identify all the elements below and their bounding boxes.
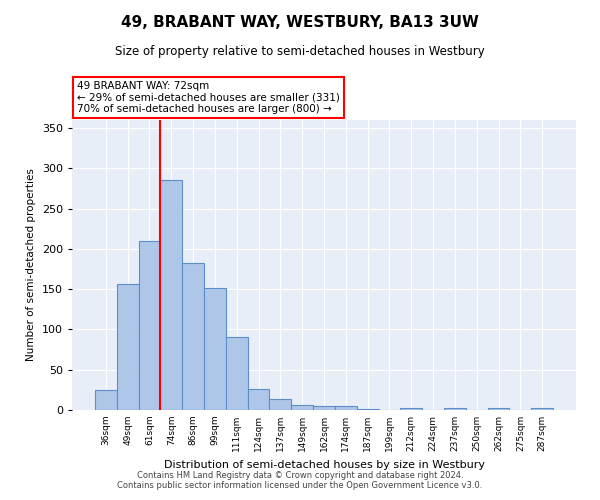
Bar xyxy=(291,405,313,410)
Bar xyxy=(313,406,335,410)
Text: Contains HM Land Registry data © Crown copyright and database right 2024.
Contai: Contains HM Land Registry data © Crown c… xyxy=(118,470,482,490)
Bar xyxy=(117,284,139,410)
Bar xyxy=(488,408,509,410)
Bar xyxy=(269,398,291,410)
Bar xyxy=(226,336,248,410)
Text: 49, BRABANT WAY, WESTBURY, BA13 3UW: 49, BRABANT WAY, WESTBURY, BA13 3UW xyxy=(121,15,479,30)
Bar xyxy=(335,406,357,410)
Bar xyxy=(204,288,226,410)
Text: Size of property relative to semi-detached houses in Westbury: Size of property relative to semi-detach… xyxy=(115,45,485,58)
Bar xyxy=(160,180,182,410)
Bar xyxy=(444,408,466,410)
Bar xyxy=(400,408,422,410)
Bar xyxy=(95,390,117,410)
Bar xyxy=(182,262,204,410)
Bar xyxy=(248,389,269,410)
Bar xyxy=(357,409,379,410)
Text: 49 BRABANT WAY: 72sqm
← 29% of semi-detached houses are smaller (331)
70% of sem: 49 BRABANT WAY: 72sqm ← 29% of semi-deta… xyxy=(77,81,340,114)
Bar xyxy=(139,241,160,410)
Y-axis label: Number of semi-detached properties: Number of semi-detached properties xyxy=(26,168,36,362)
Bar xyxy=(531,408,553,410)
X-axis label: Distribution of semi-detached houses by size in Westbury: Distribution of semi-detached houses by … xyxy=(163,460,485,469)
